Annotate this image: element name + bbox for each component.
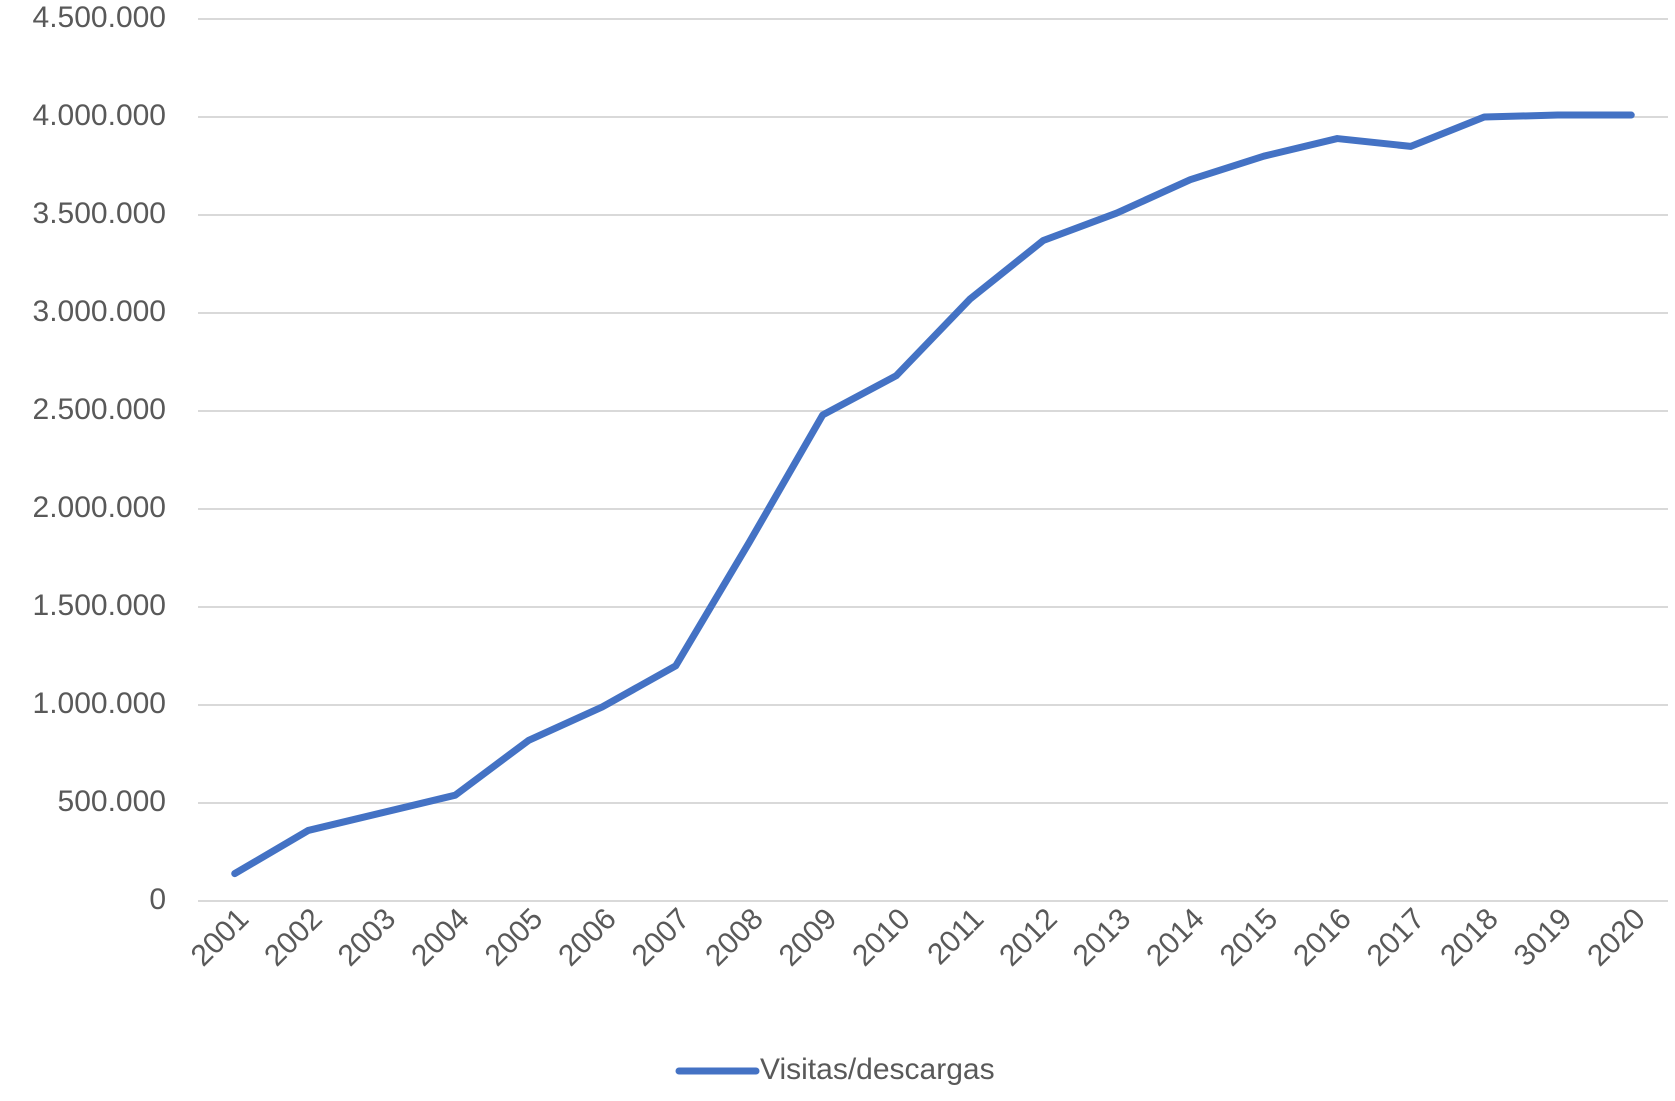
x-tick-label: 2013 [1067,902,1138,973]
x-tick-label: 2001 [185,902,256,973]
x-tick-label: 2007 [626,902,697,973]
y-tick-label: 1.000.000 [33,687,166,720]
legend-label: Visitas/descargas [760,1053,995,1086]
x-tick-label: 2018 [1434,902,1505,973]
x-tick-label: 2014 [1140,902,1211,973]
x-tick-label: 2003 [332,902,403,973]
y-tick-label: 2.000.000 [33,491,166,524]
x-tick-label: 2017 [1361,902,1432,973]
x-tick-label: 2012 [993,902,1064,973]
x-tick-label: 2004 [405,902,476,973]
x-tick-label: 2008 [699,902,770,973]
y-tick-label: 4.500.000 [33,1,166,34]
y-tick-label: 0 [149,883,166,916]
x-tick-label: 2016 [1287,902,1358,973]
x-tick-label: 2011 [921,902,990,971]
x-tick-label: 2005 [479,902,550,973]
data-line [231,111,1635,878]
x-tick-label: 2002 [258,902,329,973]
y-tick-label: 2.500.000 [33,393,166,426]
y-tick-label: 500.000 [58,785,166,818]
y-tick-label: 4.000.000 [33,99,166,132]
x-tick-label: 2020 [1581,902,1652,973]
y-tick-label: 3.500.000 [33,197,166,230]
x-tick-label: 2010 [846,902,917,973]
y-tick-label: 1.500.000 [33,589,166,622]
x-tick-label: 2015 [1214,902,1285,973]
x-tick-label: 2006 [552,902,623,973]
y-tick-label: 3.000.000 [33,295,166,328]
x-tick-label: 3019 [1508,902,1579,973]
x-tick-label: 2009 [773,902,844,973]
